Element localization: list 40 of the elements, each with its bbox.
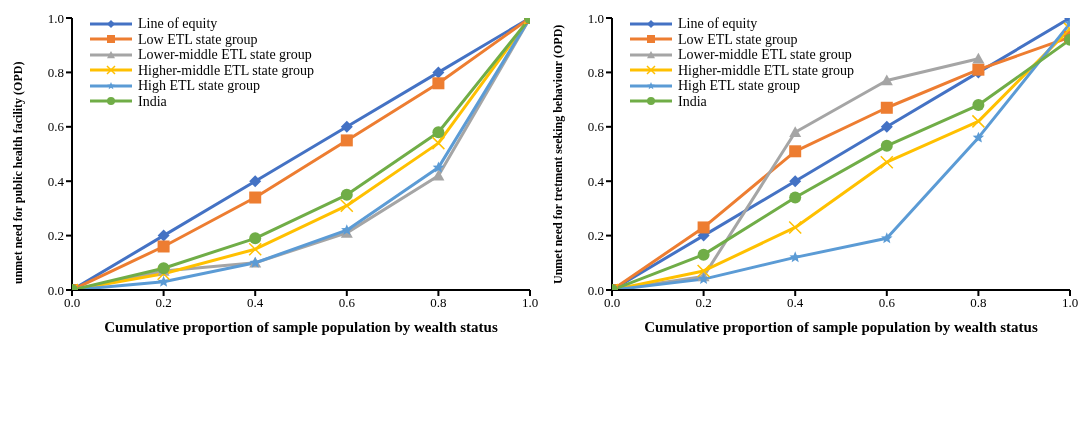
y-tick-label: 0.0 xyxy=(587,282,604,298)
legend-label: High ETL state group xyxy=(138,78,260,94)
legend-label: India xyxy=(678,93,707,109)
y-tick-label: 0.4 xyxy=(47,173,65,189)
y-tick-label: 0.6 xyxy=(47,119,65,135)
y-tick-label: 0.6 xyxy=(587,119,605,135)
x-tick-label: 0.4 xyxy=(247,295,264,311)
x-axis-title: Cumulative proportion of sample population by wealth status xyxy=(104,319,498,335)
y-axis-title: unmet need for public health facility (OPD) xyxy=(11,61,26,284)
legend-label: Line of equity xyxy=(138,16,218,32)
y-axis-title: Unmet need for tretment seeking behaviour (OPD) xyxy=(551,24,566,284)
y-tick-label: 1.0 xyxy=(47,10,64,26)
legend-label: Higher-middle ETL state group xyxy=(678,62,855,78)
y-tick-label: 0.8 xyxy=(587,65,604,81)
legend-label: Line of equity xyxy=(678,16,758,32)
x-tick-label: 0.0 xyxy=(603,295,621,311)
legend-label: Higher-middle ETL state group xyxy=(138,62,315,78)
y-tick-label: 0.4 xyxy=(587,173,605,189)
y-tick-label: 0.8 xyxy=(47,65,64,81)
x-tick-label: 0.6 xyxy=(338,295,356,311)
x-tick-label: 0.8 xyxy=(970,295,987,311)
legend-label: Lower-middle ETL state group xyxy=(138,47,312,63)
y-tick-label: 1.0 xyxy=(587,10,604,26)
x-tick-label: 1.0 xyxy=(1061,295,1079,311)
x-tick-label: 0.2 xyxy=(695,295,712,311)
x-tick-label: 0.6 xyxy=(878,295,896,311)
legend-label: High ETL state group xyxy=(678,78,800,94)
y-tick-label: 0.0 xyxy=(47,282,64,298)
x-tick-label: 0.2 xyxy=(155,295,172,311)
x-tick-label: 0.8 xyxy=(430,295,447,311)
x-tick-label: 0.4 xyxy=(787,295,804,311)
y-tick-label: 0.2 xyxy=(587,228,604,244)
legend-label: Low ETL state group xyxy=(678,31,798,47)
x-tick-label: 0.0 xyxy=(63,295,81,311)
legend-label: India xyxy=(138,93,167,109)
legend-label: Lower-middle ETL state group xyxy=(678,47,852,63)
x-axis-title: Cumulative proportion of sample population by wealth status xyxy=(644,319,1038,335)
x-tick-label: 1.0 xyxy=(521,295,539,311)
legend-label: Low ETL state group xyxy=(138,31,258,47)
y-tick-label: 0.2 xyxy=(47,228,64,244)
